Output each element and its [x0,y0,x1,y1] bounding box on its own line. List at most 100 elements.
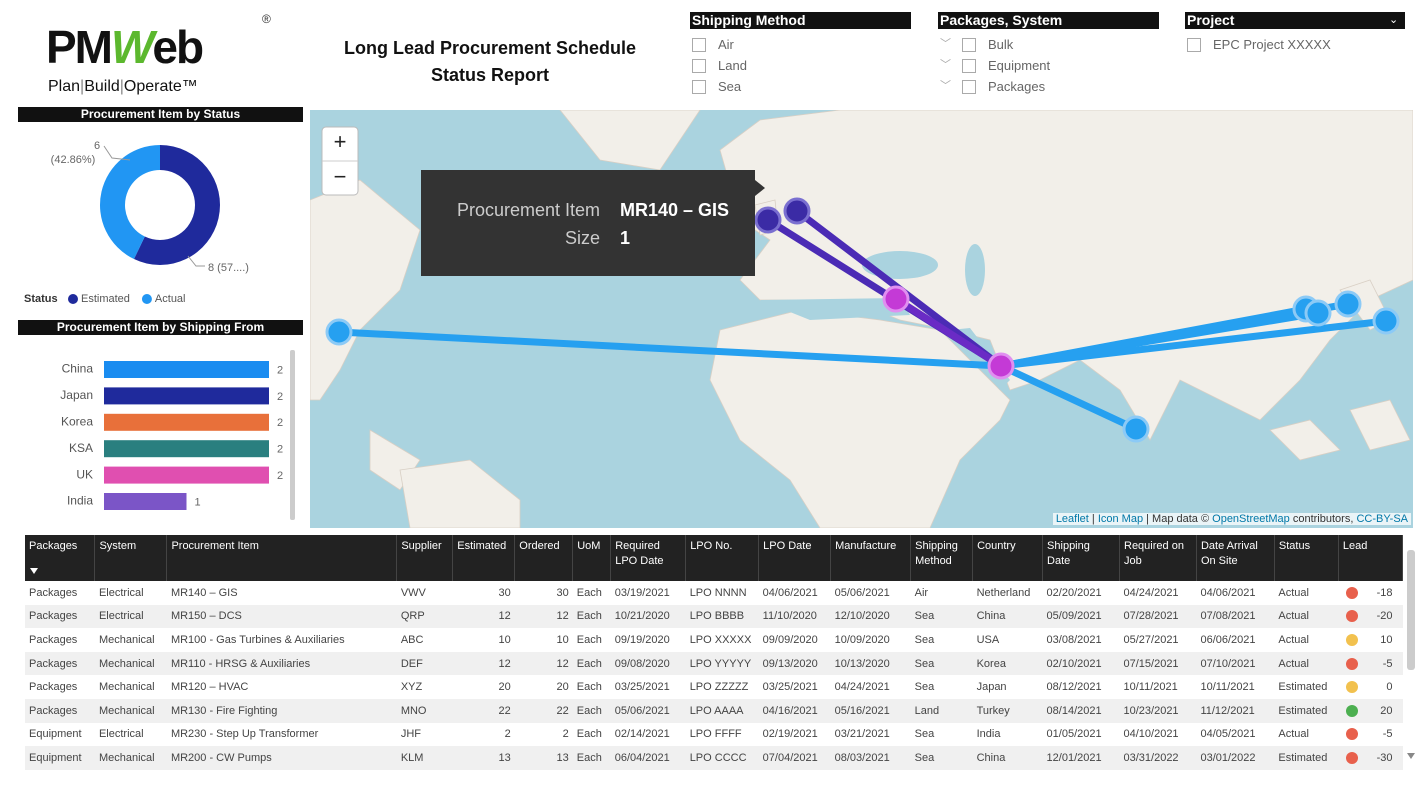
table-cell: 10/23/2021 [1119,698,1197,723]
table-cell: LPO FFFF [689,728,742,741]
column-header[interactable]: Required LPO Date [610,535,687,581]
table-cell: Estimated [1274,698,1339,723]
column-header[interactable]: UoM [572,535,612,581]
attribution-link[interactable]: Icon Map [1097,513,1144,525]
lead-cell: -20 [1338,604,1403,629]
filter-item[interactable]: Sea [692,76,741,97]
table-cell: 06/06/2021 [1200,633,1256,646]
table-cell: Electrical [98,728,144,741]
filter-item[interactable]: ﹀ Bulk [940,34,1013,55]
table-cell: Packages [29,633,78,646]
checkbox[interactable] [692,58,706,73]
filter-item[interactable]: ﹀ Equipment [940,55,1050,76]
lead-dot [1346,751,1359,764]
table-cell: MR150 – DCS [166,604,397,629]
table-cell: 11/12/2021 [1196,698,1275,723]
tooltip-label: Size [565,228,600,248]
title-line: Status Report [430,65,549,85]
column-header[interactable]: Status [1274,535,1339,581]
table-cell: USA [976,633,1000,646]
legend-marker [141,294,152,304]
table-cell: 04/24/2021 [1123,586,1179,599]
table-cell: Mechanical [94,651,167,676]
attribution-link[interactable]: CC-BY-SA [1356,513,1408,525]
bar [104,361,269,378]
column-header[interactable]: Shipping Method [910,535,974,581]
table-cell: 13 [514,746,573,770]
column-header[interactable]: Ordered [514,535,574,581]
checkbox[interactable] [962,37,976,52]
column-header[interactable]: Manufacture [830,535,912,581]
table-cell: 03/19/2021 [614,586,670,599]
column-header[interactable]: LPO Date [758,535,832,581]
leader-line [187,255,205,267]
column-header[interactable]: Supplier [396,535,454,581]
table-cell: 04/05/2021 [1200,728,1256,741]
attribution-text: | Map data © [1143,513,1213,525]
table-cell: Equipment [25,746,95,770]
table-cell: 05/06/2021 [610,698,686,723]
table-cell: Estimated [1278,681,1328,694]
table-cell: XYZ [400,681,423,694]
lead-cell: 20 [1338,698,1403,723]
table-cell: 05/06/2021 [834,586,890,599]
column-header[interactable]: LPO No. [685,535,760,581]
table-cell: 12 [514,604,573,629]
table-row: Equipment Mechanical MR200 - CW Pumps KLM 13… [25,746,1403,770]
expand-chevron: ﹀ [940,59,951,71]
panel-title: Procurement Item by Shipping From [18,320,303,335]
column-header[interactable]: Procurement Item [166,535,398,581]
table-cell: JHF [400,728,421,741]
data-label: (42.86%) [51,154,96,166]
checkbox[interactable] [692,79,706,94]
checkbox[interactable] [962,79,976,94]
attribution-link[interactable]: OpenStreetMap [1212,513,1290,525]
attribution: Leaflet | Icon Map | Map data © OpenStre… [1052,513,1411,525]
filter-label: Packages [988,79,1046,94]
table-cell: 02/10/2021 [1042,651,1120,676]
column-header[interactable]: Estimated [452,535,516,581]
attribution-link[interactable]: Leaflet [1055,513,1089,525]
filter-item[interactable]: ﹀ Packages [940,76,1045,97]
table-cell: 06/04/2021 [610,746,686,770]
bar [104,440,269,458]
table-scrollbar [1407,550,1415,759]
table-cell: 08/12/2021 [1046,681,1102,694]
column-header[interactable]: Shipping Date [1042,535,1120,581]
table-cell: India [976,728,1001,741]
filter-item[interactable]: Air [692,34,734,55]
column-header[interactable]: Country [972,535,1044,581]
lead-value: -30 [1376,751,1393,764]
table-cell: LPO XXXXX [689,633,752,646]
bar [104,413,269,431]
table-cell: 02/20/2021 [1046,586,1102,599]
column-header[interactable]: Required on Job [1119,535,1197,581]
column-header[interactable]: Lead [1338,535,1403,581]
table-cell: 22 [514,698,573,723]
table-row: Equipment Electrical MR230 - Step Up Trans… [25,723,1403,747]
value-label: 2 [277,417,283,429]
table-cell: 30 [556,586,569,599]
table-cell: 10/21/2020 [610,604,686,629]
lead: 0 [1342,681,1398,694]
dropdown-chevron[interactable]: ⌄ [1389,14,1399,26]
checkbox[interactable] [962,58,976,73]
table-cell: 07/10/2021 [1196,651,1275,676]
zoom-out[interactable]: − [334,164,347,189]
table-cell: 09/08/2020 [610,651,686,676]
column-header[interactable]: Packages [25,535,96,581]
lead: -5 [1342,657,1398,670]
donut-slice [133,145,220,265]
table-cell: 09/09/2020 [762,633,818,646]
header-row: Packages System Procurement Item Supplier Es… [25,535,1403,581]
table-cell: MR200 - CW Pumps [166,746,397,770]
checkbox[interactable] [692,37,706,52]
column-header[interactable]: System [94,535,168,581]
lead-cell: -5 [1338,723,1402,747]
zoom-in[interactable]: + [334,129,347,154]
table-wrap: Packages System Procurement Item Supplier Es… [25,535,1403,785]
filter-item[interactable]: Land [692,55,747,76]
column-header[interactable]: Date Arrival On Site [1196,535,1275,581]
filter-item[interactable]: EPC Project XXXXX [1187,34,1331,55]
checkbox[interactable] [1187,37,1201,52]
